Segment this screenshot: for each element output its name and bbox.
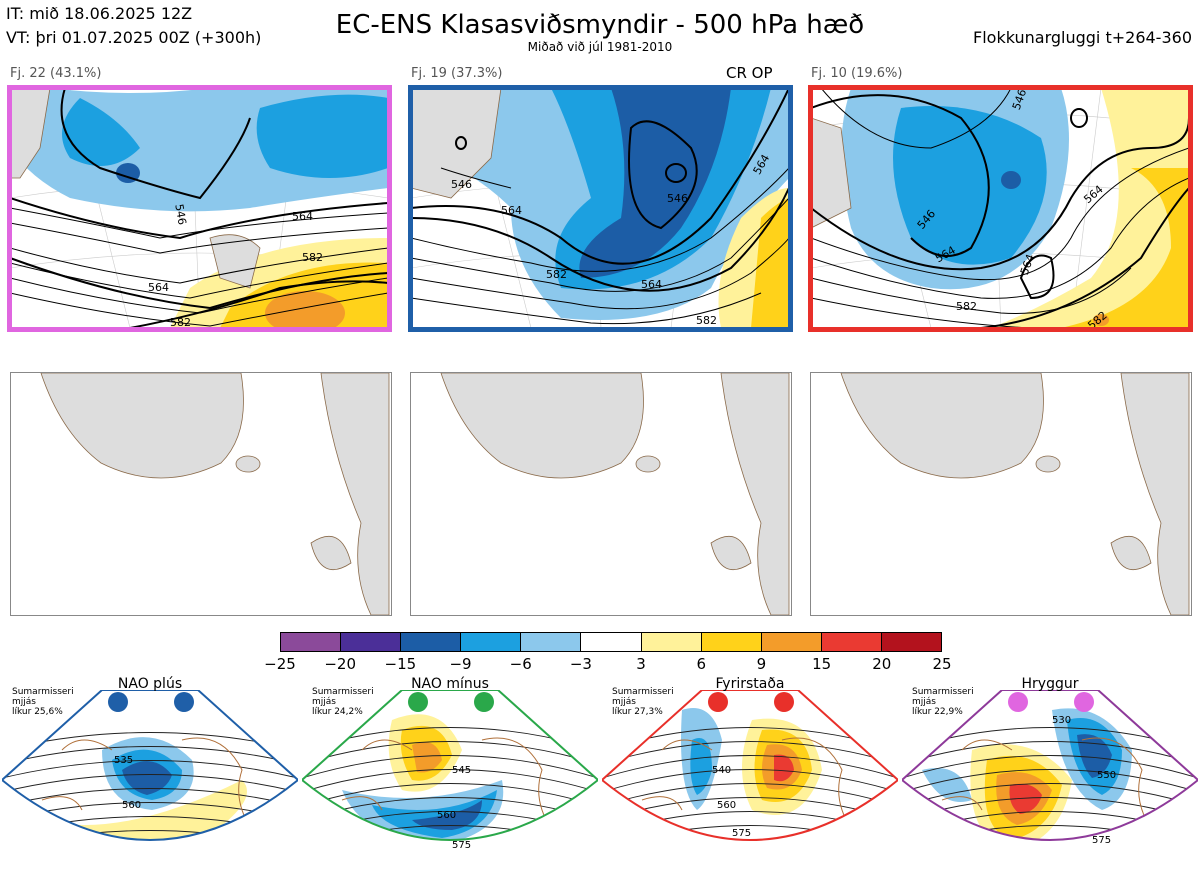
regime-contour-label: 535 bbox=[114, 755, 134, 766]
regime-contour-label: 560 bbox=[122, 800, 142, 811]
colorbar-swatch bbox=[341, 633, 402, 651]
regime-dot-icon bbox=[108, 692, 128, 712]
contour-label: 564 bbox=[641, 278, 662, 291]
colorbar-swatch bbox=[581, 633, 642, 651]
colorbar-tick-label: 15 bbox=[812, 655, 832, 673]
colorbar-swatch bbox=[881, 633, 942, 651]
regime-contour-label: 550 bbox=[1097, 770, 1117, 781]
colorbar-tick-label: 9 bbox=[756, 655, 767, 673]
regime-dot-icon bbox=[708, 692, 728, 712]
cluster-map-1: 546 564 582 564 582 bbox=[10, 88, 388, 328]
colorbar-swatch bbox=[761, 633, 822, 651]
colorbar-swatch bbox=[821, 633, 882, 651]
contour-label: 546 bbox=[667, 192, 688, 205]
colorbar-tick-label: 6 bbox=[696, 655, 707, 673]
regime-contour-label: 545 bbox=[452, 765, 472, 776]
regime-map: 535 560 bbox=[0, 689, 300, 870]
contour-label: 582 bbox=[546, 268, 567, 281]
empty-map-2 bbox=[410, 372, 792, 616]
colorbar-tick-label: 3 bbox=[636, 655, 646, 673]
page-title: EC-ENS Klasasviðsmyndir - 500 hPa hæð bbox=[335, 10, 865, 40]
contour-label: 564 bbox=[292, 210, 313, 223]
colorbar-swatch bbox=[461, 633, 522, 651]
regime-contour-label: 575 bbox=[1092, 835, 1112, 846]
colorbar-swatch bbox=[401, 633, 462, 651]
regime-note: Sumarmisseri mjjás líkur 27,3% bbox=[612, 687, 674, 717]
contour-label: 546 bbox=[451, 178, 472, 191]
regime-contour-label: 575 bbox=[452, 840, 472, 851]
regime-note: Sumarmisseri mjjás líkur 24,2% bbox=[312, 687, 374, 717]
regime-map: 545 560 575 bbox=[300, 689, 600, 870]
cluster-1-label: Fj. 22 (43.1%) bbox=[10, 66, 102, 81]
classification-window: Flokkunargluggi t+264-360 bbox=[973, 28, 1192, 47]
cluster-3-label: Fj. 10 (19.6%) bbox=[811, 66, 903, 81]
issue-time: IT: mið 18.06.2025 12Z bbox=[6, 4, 193, 23]
regime-note: Sumarmisseri mjjás líkur 25,6% bbox=[12, 687, 74, 717]
regime-name: NAO mínus bbox=[411, 676, 489, 692]
regime-map: 530 550 575 bbox=[900, 689, 1200, 870]
valid-time: VT: þri 01.07.2025 00Z (+300h) bbox=[6, 28, 262, 47]
colorbar-tick-label: −3 bbox=[569, 655, 592, 673]
regime-contour-label: 560 bbox=[437, 810, 457, 821]
regime-contour-label: 540 bbox=[712, 765, 732, 776]
colorbar-tick-label: −15 bbox=[384, 655, 417, 673]
empty-map-1 bbox=[10, 372, 392, 616]
colorbar-tick-label: 25 bbox=[932, 655, 952, 673]
regime-name: Fyrirstaða bbox=[715, 676, 785, 692]
regime-name: Hryggur bbox=[1021, 676, 1079, 692]
regime-contour-label: 530 bbox=[1052, 715, 1072, 726]
regime-dot-icon bbox=[408, 692, 428, 712]
colorbar-tick-label: −9 bbox=[449, 655, 472, 673]
colorbar-tick-label: −25 bbox=[264, 655, 296, 673]
colorbar-swatch bbox=[281, 633, 342, 651]
contour-label: 582 bbox=[170, 316, 191, 328]
colorbar-swatch bbox=[701, 633, 762, 651]
contour-label: 582 bbox=[302, 251, 323, 264]
contour-label: 582 bbox=[696, 314, 717, 327]
empty-map-3 bbox=[810, 372, 1192, 616]
cluster-3-frame bbox=[808, 85, 1193, 332]
page-subtitle: Miðað við júl 1981-2010 bbox=[527, 40, 673, 54]
cluster-2-badge: CR OP bbox=[726, 64, 773, 82]
regime-dot-icon bbox=[174, 692, 194, 712]
cluster-map-2: 546 564 546 582 564 582 564 bbox=[411, 88, 789, 328]
contour-label: 582 bbox=[956, 300, 977, 313]
regime-map: 540 560 575 bbox=[600, 689, 900, 870]
colorbar bbox=[280, 632, 942, 652]
regime-contour-label: 560 bbox=[717, 800, 737, 811]
regime-dot-icon bbox=[774, 692, 794, 712]
colorbar-tick-label: −20 bbox=[324, 655, 356, 673]
contour-label: 564 bbox=[148, 281, 169, 294]
cluster-2-label: Fj. 19 (37.3%) bbox=[411, 66, 503, 81]
colorbar-swatch bbox=[521, 633, 582, 651]
regime-dot-icon bbox=[474, 692, 494, 712]
regime-contour-label: 575 bbox=[732, 828, 752, 839]
cluster-2-frame bbox=[408, 85, 793, 332]
cluster-1-frame bbox=[7, 85, 392, 332]
regime-note: Sumarmisseri mjjás líkur 22,9% bbox=[912, 687, 974, 717]
cluster-map-3: 546 546 564 564 564 582 582 bbox=[811, 88, 1189, 328]
colorbar-swatch bbox=[641, 633, 702, 651]
regime-dot-icon bbox=[1074, 692, 1094, 712]
regime-dot-icon bbox=[1008, 692, 1028, 712]
contour-label: 564 bbox=[501, 204, 522, 217]
colorbar-tick-label: 20 bbox=[872, 655, 892, 673]
regime-name: NAO plús bbox=[117, 676, 183, 692]
colorbar-tick-label: −6 bbox=[509, 655, 532, 673]
